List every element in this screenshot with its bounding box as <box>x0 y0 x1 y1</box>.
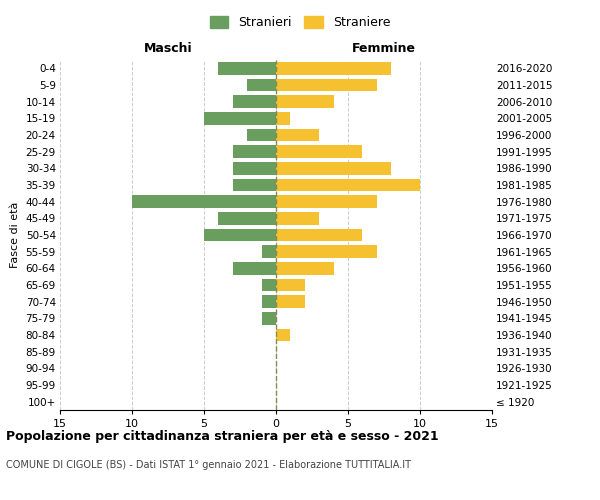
Bar <box>276 179 420 192</box>
Bar <box>233 262 276 274</box>
Y-axis label: Fasce di età: Fasce di età <box>10 202 20 268</box>
Legend: Stranieri, Straniere: Stranieri, Straniere <box>205 11 395 34</box>
Bar <box>276 196 377 208</box>
Bar <box>204 229 276 241</box>
Bar <box>276 229 362 241</box>
Bar <box>218 212 276 224</box>
Bar <box>233 96 276 108</box>
Bar <box>247 129 276 141</box>
Text: COMUNE DI CIGOLE (BS) - Dati ISTAT 1° gennaio 2021 - Elaborazione TUTTITALIA.IT: COMUNE DI CIGOLE (BS) - Dati ISTAT 1° ge… <box>6 460 411 470</box>
Bar <box>276 79 377 92</box>
Bar <box>276 296 305 308</box>
Bar <box>233 146 276 158</box>
Bar <box>276 212 319 224</box>
Bar <box>233 162 276 174</box>
Bar <box>276 262 334 274</box>
Bar <box>276 246 377 258</box>
Bar <box>276 129 319 141</box>
Bar <box>276 162 391 174</box>
Bar <box>262 312 276 324</box>
Bar <box>262 279 276 291</box>
Bar <box>233 179 276 192</box>
Bar <box>276 329 290 341</box>
Bar <box>276 96 334 108</box>
Bar <box>276 62 391 74</box>
Bar <box>276 279 305 291</box>
Bar <box>262 246 276 258</box>
Bar <box>132 196 276 208</box>
Bar <box>276 112 290 124</box>
Bar <box>262 296 276 308</box>
Text: Femmine: Femmine <box>352 42 416 55</box>
Text: Popolazione per cittadinanza straniera per età e sesso - 2021: Popolazione per cittadinanza straniera p… <box>6 430 439 443</box>
Bar <box>276 146 362 158</box>
Text: Maschi: Maschi <box>143 42 193 55</box>
Bar <box>247 79 276 92</box>
Bar <box>204 112 276 124</box>
Bar <box>218 62 276 74</box>
